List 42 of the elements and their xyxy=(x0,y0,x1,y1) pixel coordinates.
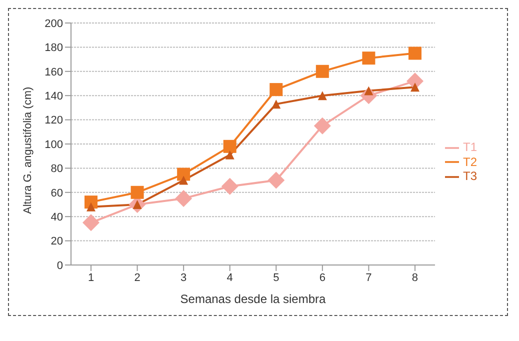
point xyxy=(179,176,188,185)
legend-label: T3 xyxy=(462,169,477,184)
legend-label: T2 xyxy=(462,154,477,169)
y-tick-label: 160 xyxy=(44,66,63,78)
y-tick-label: 0 xyxy=(56,260,63,272)
point xyxy=(177,168,190,181)
point xyxy=(130,186,144,199)
y-tick-label: 80 xyxy=(50,163,63,176)
x-tick-label: 1 xyxy=(88,272,94,284)
point xyxy=(225,150,234,160)
point xyxy=(221,178,238,195)
point xyxy=(364,86,374,96)
x-tick-label: 8 xyxy=(412,272,418,284)
x-tick-label: 3 xyxy=(180,272,187,284)
x-tick-label: 6 xyxy=(319,272,326,284)
legend-label: T1 xyxy=(462,140,477,154)
point xyxy=(268,172,285,189)
point xyxy=(175,190,192,207)
point xyxy=(316,64,329,78)
y-tick-label: 120 xyxy=(44,114,63,127)
y-axis-title: Altura G. angustifolia (cm) xyxy=(22,86,34,214)
point xyxy=(82,214,100,232)
x-axis-title: Semanas desde la siembra xyxy=(180,292,326,306)
point xyxy=(272,100,281,109)
point xyxy=(270,83,283,96)
point xyxy=(362,52,376,65)
x-tick-label: 5 xyxy=(273,272,280,284)
point xyxy=(410,82,420,92)
y-tick-label: 40 xyxy=(50,212,63,224)
x-tick-label: 7 xyxy=(366,272,372,284)
y-tick-label: 200 xyxy=(44,18,63,30)
point xyxy=(318,91,327,100)
x-tick-label: 2 xyxy=(134,272,140,284)
y-tick-label: 100 xyxy=(44,138,63,151)
point xyxy=(223,140,236,153)
y-tick-label: 60 xyxy=(50,187,63,200)
x-tick-label: 4 xyxy=(226,272,233,284)
point xyxy=(408,46,422,60)
y-tick-label: 20 xyxy=(50,236,63,248)
y-tick-label: 140 xyxy=(44,90,63,103)
point xyxy=(314,117,331,134)
y-tick-label: 180 xyxy=(44,42,63,54)
